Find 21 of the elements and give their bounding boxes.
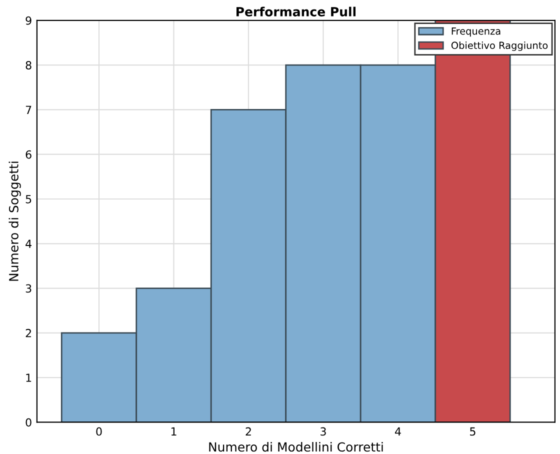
x-tick-label: 4 — [395, 427, 401, 436]
y-tick-label: 4 — [26, 240, 32, 248]
legend-label: Obiettivo Raggiunto — [451, 42, 548, 51]
chart-title: Performance Pull — [236, 6, 356, 16]
y-tick-label: 2 — [26, 328, 31, 338]
x-tick-label: 3 — [320, 427, 326, 436]
x-tick-label: 0 — [96, 427, 102, 436]
y-tick-label: 0 — [26, 418, 32, 427]
y-tick-label: 3 — [26, 284, 32, 293]
x-tick-label: 1 — [171, 427, 176, 436]
x-axis-title: Numero di Modellini Corretti — [209, 442, 383, 452]
y-tick-label: 7 — [26, 106, 32, 114]
legend-label: Frequenza — [452, 28, 500, 37]
y-tick-label: 9 — [26, 16, 32, 25]
x-tick-label: 2 — [246, 427, 251, 436]
y-axis-title: Numero di Soggetti — [8, 162, 21, 281]
y-tick-label: 5 — [26, 195, 32, 204]
y-tick-label: 1 — [26, 374, 32, 382]
y-tick-label: 8 — [26, 61, 32, 70]
y-tick-label: 6 — [26, 150, 32, 159]
x-tick-label: 5 — [470, 427, 476, 436]
